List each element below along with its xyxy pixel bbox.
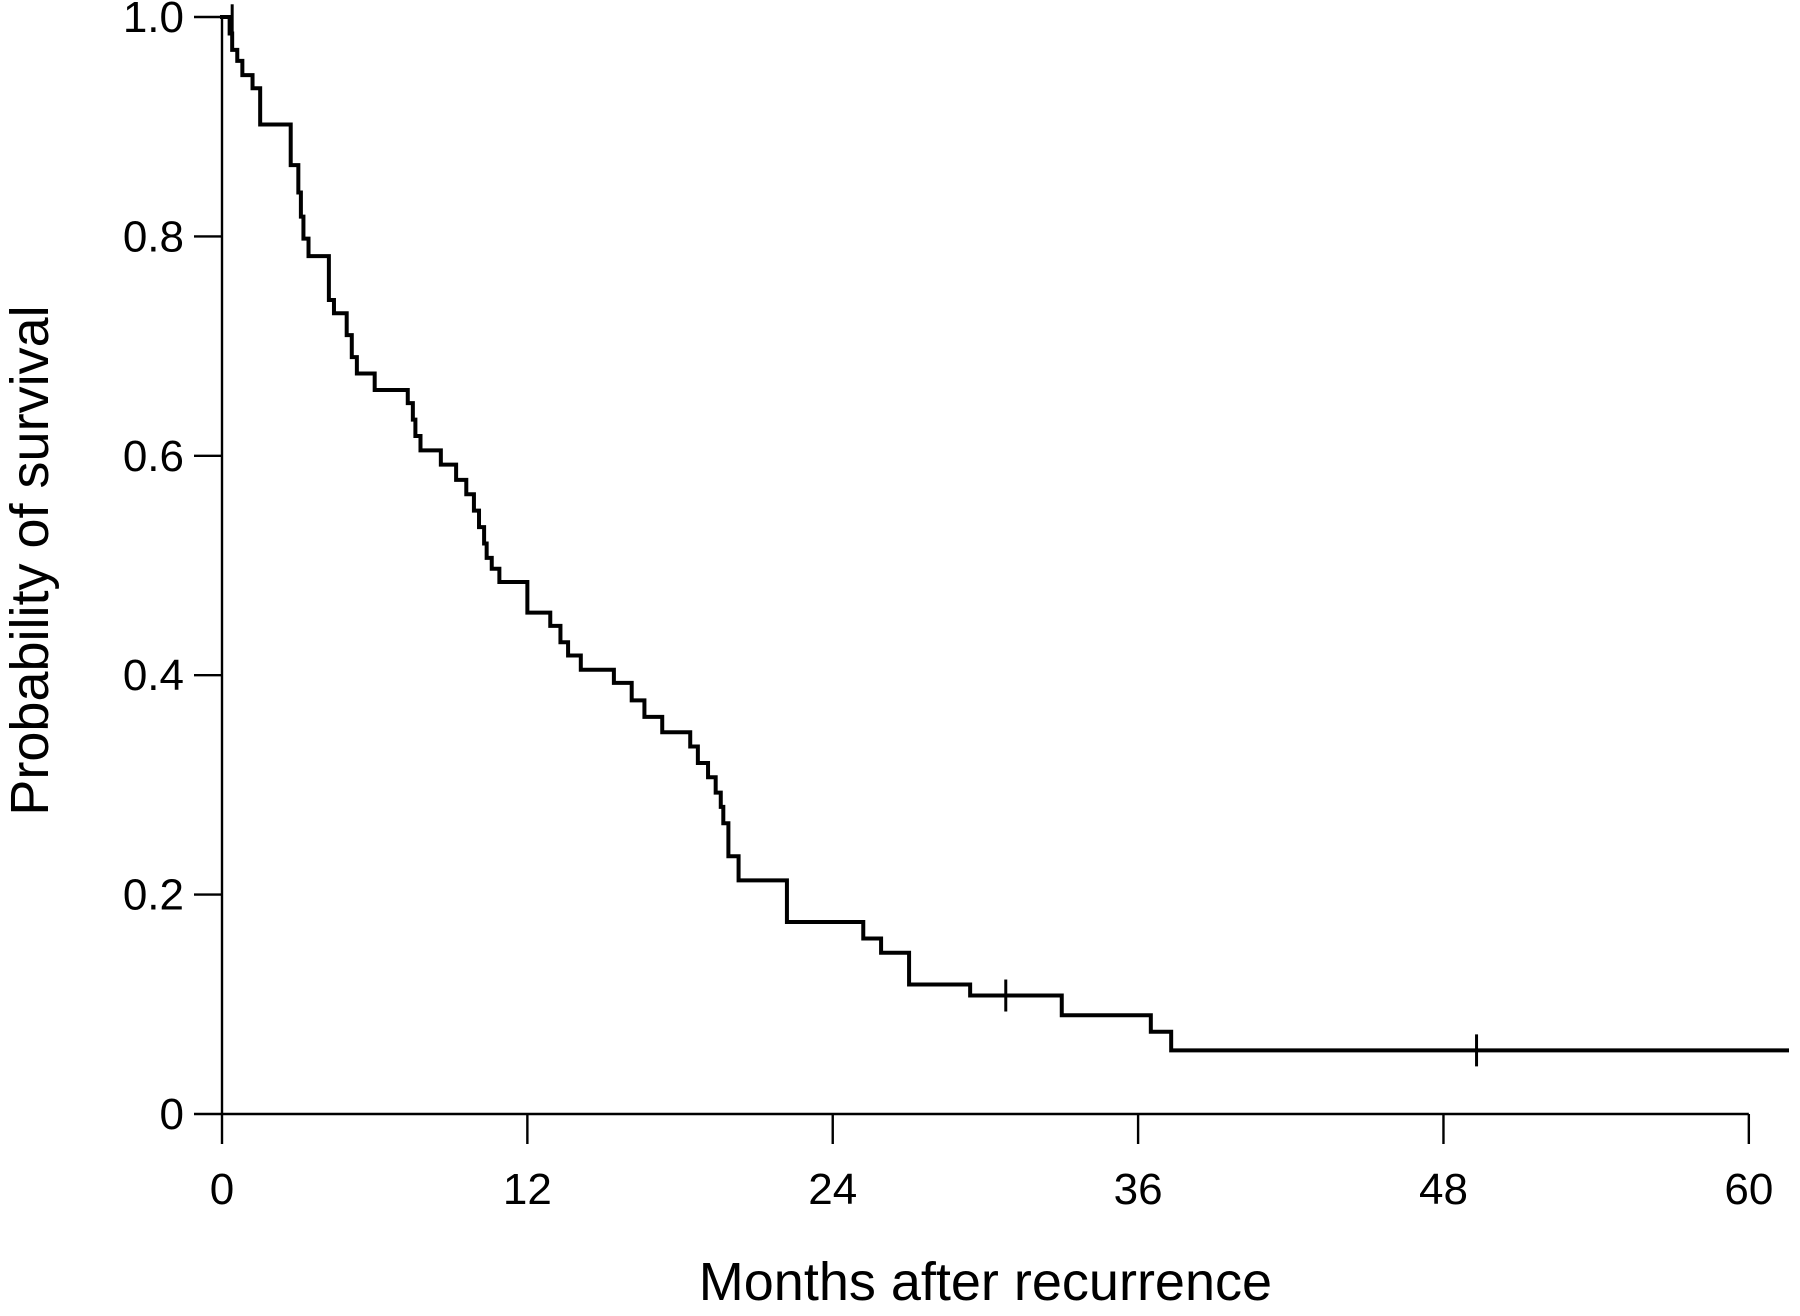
x-axis-title: Months after recurrence xyxy=(699,1252,1272,1312)
y-tick-label: 0.8 xyxy=(123,212,184,261)
x-tick-label: 24 xyxy=(808,1165,857,1214)
x-tick-label: 48 xyxy=(1419,1165,1468,1214)
x-tick-label: 60 xyxy=(1724,1165,1773,1214)
plot-area xyxy=(220,4,1789,1067)
y-tick-label: 1.0 xyxy=(123,0,184,42)
x-tick-label: 12 xyxy=(503,1165,552,1214)
y-ticks: 0 0.2 0.4 0.6 0.8 1.0 xyxy=(123,0,222,1139)
x-ticks: 0 12 24 36 48 60 xyxy=(210,1114,1773,1214)
y-tick-label: 0 xyxy=(160,1090,184,1139)
axes xyxy=(220,17,1749,1116)
x-tick-label: 0 xyxy=(210,1165,234,1214)
y-axis-title: Probability of survival xyxy=(0,305,60,815)
y-tick-label: 0.2 xyxy=(123,871,184,920)
x-tick-label: 36 xyxy=(1114,1165,1163,1214)
y-tick-label: 0.4 xyxy=(123,651,184,700)
survival-curve xyxy=(220,15,1789,1053)
y-tick-label: 0.6 xyxy=(123,432,184,481)
